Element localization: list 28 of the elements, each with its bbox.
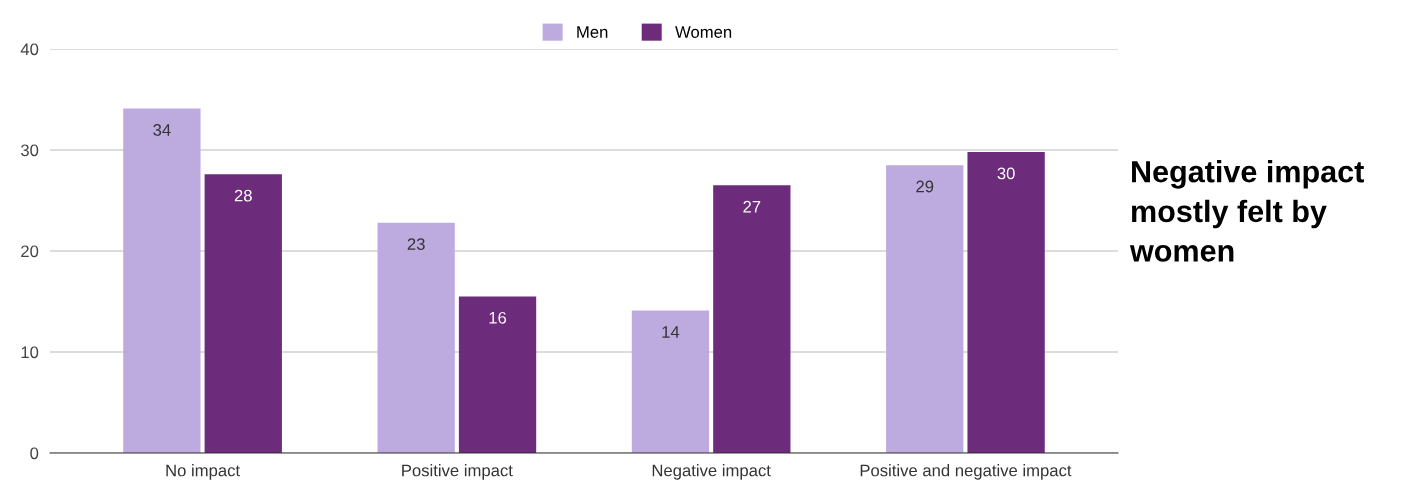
bar bbox=[886, 165, 964, 453]
bar bbox=[377, 222, 455, 453]
data-label: 28 bbox=[234, 189, 252, 202]
legend-label: Men bbox=[577, 26, 608, 38]
y-tick-label: 20 bbox=[21, 245, 39, 258]
x-tick-label: No impact bbox=[166, 464, 240, 480]
bar bbox=[204, 174, 282, 453]
data-label: 30 bbox=[997, 167, 1015, 180]
legend-label: Women bbox=[675, 26, 732, 38]
data-label: 14 bbox=[662, 326, 680, 338]
bar bbox=[123, 108, 201, 453]
x-tick-label: Positive impact bbox=[402, 464, 513, 480]
text: Negative impact mostly felt by women bbox=[1129, 160, 1364, 262]
bar bbox=[967, 152, 1045, 453]
data-label: 34 bbox=[153, 124, 171, 136]
y-tick-label: 30 bbox=[20, 144, 39, 157]
bar bbox=[631, 310, 710, 453]
data-label: 23 bbox=[407, 238, 425, 250]
data-label: 16 bbox=[489, 311, 507, 324]
data-label: 29 bbox=[916, 180, 934, 193]
bar bbox=[713, 185, 791, 453]
data-label: 27 bbox=[743, 200, 761, 213]
y-tick-label: 10 bbox=[21, 346, 39, 359]
x-tick-label: Positive and negative impact bbox=[860, 464, 1072, 480]
x-tick-label: Negative impact bbox=[652, 464, 771, 480]
bar bbox=[458, 296, 537, 453]
y-tick-label: 0 bbox=[30, 447, 39, 460]
y-tick-label: 40 bbox=[20, 43, 39, 56]
